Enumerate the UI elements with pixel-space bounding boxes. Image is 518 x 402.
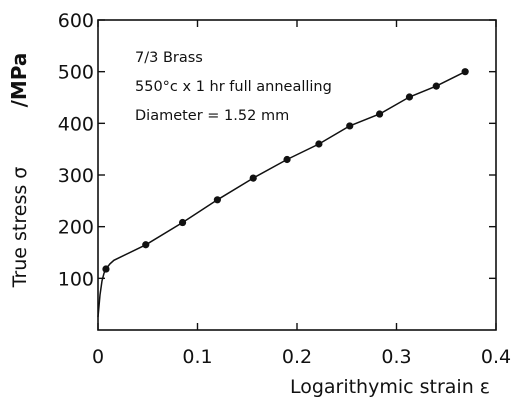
x-tick-label-3: 0.3 [381,346,411,368]
data-point-2 [178,218,187,227]
data-point-3 [213,196,221,204]
data-point-9 [405,93,414,101]
data-point-4 [249,174,257,182]
y-tick-labels: 100 200 300 400 500 600 [58,10,94,290]
y-tick-label-0: 100 [58,268,94,290]
data-point-8 [375,110,384,118]
data-point-5 [283,155,291,164]
annotation-diameter: Diameter = 1.52 mm [135,108,289,124]
x-tick-labels: 0 0.1 0.2 0.3 0.4 [92,346,511,368]
annotation-treatment: 550°c x 1 hr full annealling [135,79,332,95]
y-tick-label-4: 500 [58,62,94,84]
data-point-7 [346,122,354,130]
y-tick-label-5: 600 [58,10,94,32]
x-tick-label-0: 0 [92,346,104,368]
data-point-10 [432,82,440,90]
data-point-6 [315,140,323,148]
y-tick-label-2: 300 [58,165,94,187]
data-point-11 [461,68,469,76]
y-tick-label-1: 200 [58,217,94,239]
x-tick-label-4: 0.4 [481,346,511,368]
fitted-curve [97,71,466,318]
plot-frame [97,19,497,331]
y-tick-label-3: 400 [58,113,94,135]
data-series [97,68,469,318]
y-axis-unit: /MPa [7,53,31,108]
x-axis-label: Logarithymic strain ε [290,376,490,398]
y-axis-label: True stress σ [9,167,31,289]
data-point-1 [142,241,150,249]
x-tick-label-2: 0.2 [282,346,312,368]
tick-marks [97,19,497,330]
data-point-0 [102,265,110,273]
x-tick-label-1: 0.1 [182,346,212,368]
annotation-material: 7/3 Brass [135,50,203,66]
